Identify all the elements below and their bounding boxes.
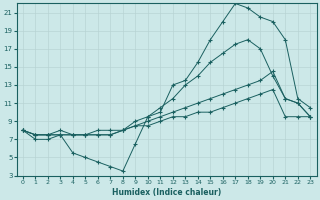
X-axis label: Humidex (Indice chaleur): Humidex (Indice chaleur): [112, 188, 221, 197]
